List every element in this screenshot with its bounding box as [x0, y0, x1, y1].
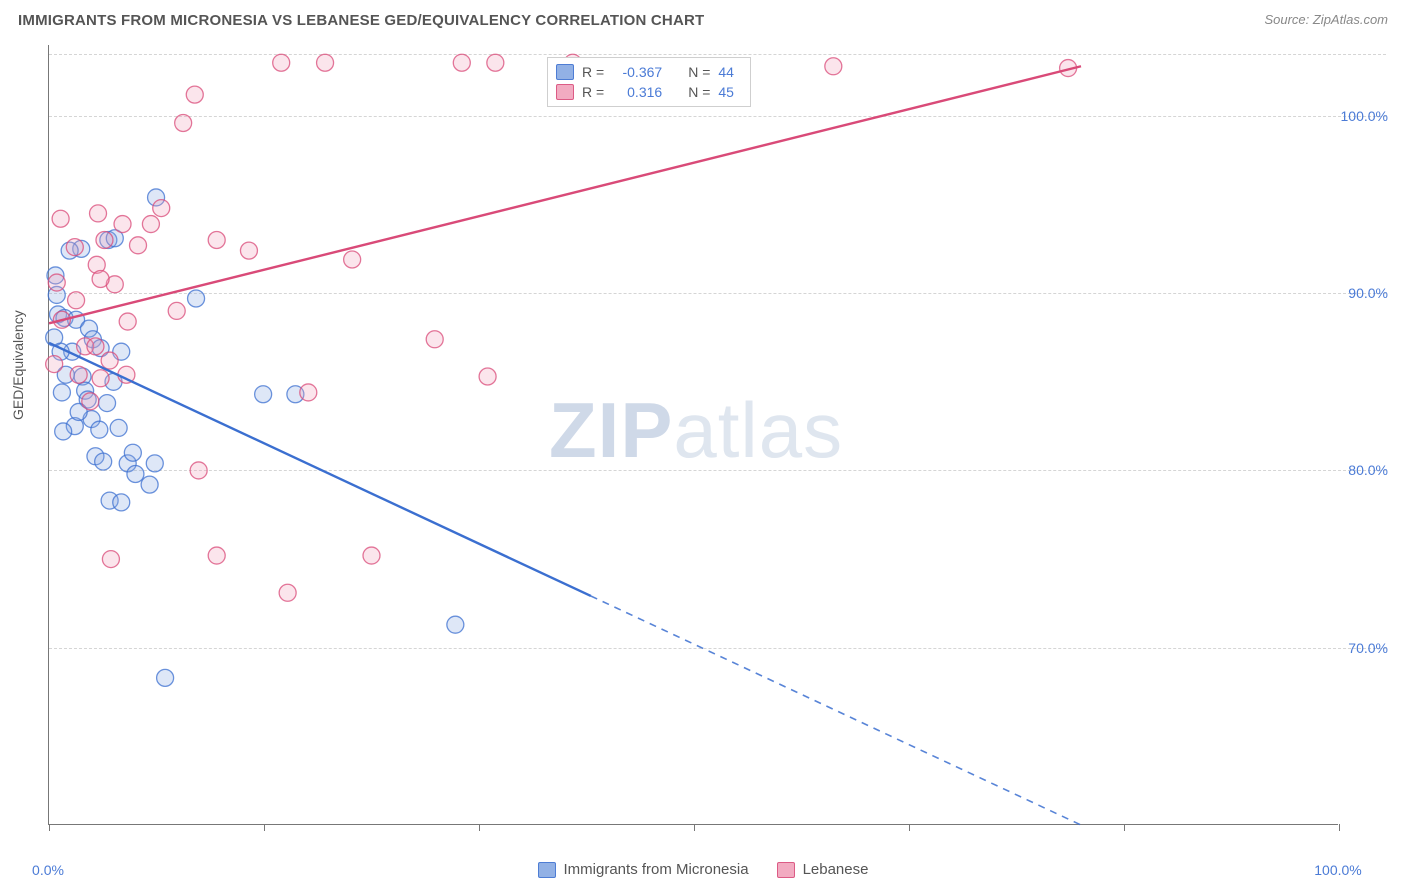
source-attribution: Source: ZipAtlas.com — [1264, 12, 1388, 27]
data-point — [825, 58, 842, 75]
data-point — [146, 455, 163, 472]
data-point — [208, 547, 225, 564]
r-value-lebanese: 0.316 — [612, 82, 662, 102]
data-point — [90, 205, 107, 222]
swatch-lebanese — [777, 862, 795, 878]
legend-row-micronesia: R = -0.367 N = 44 — [556, 62, 740, 82]
data-point — [119, 313, 136, 330]
n-value-lebanese: 45 — [718, 82, 740, 102]
n-value-micronesia: 44 — [718, 62, 740, 82]
data-point — [68, 292, 85, 309]
x-tick — [264, 824, 265, 831]
data-point — [168, 302, 185, 319]
data-point — [142, 216, 159, 233]
data-point — [48, 274, 65, 291]
data-point — [175, 115, 192, 132]
data-point — [186, 86, 203, 103]
data-point — [447, 616, 464, 633]
data-point — [273, 54, 290, 71]
data-point — [96, 232, 113, 249]
x-tick — [694, 824, 695, 831]
stats-legend: R = -0.367 N = 44 R = 0.316 N = 45 — [547, 57, 751, 107]
data-point — [99, 395, 116, 412]
data-point — [363, 547, 380, 564]
x-tick-label: 100.0% — [1314, 862, 1361, 878]
data-point — [114, 216, 131, 233]
data-point — [70, 366, 87, 383]
x-tick — [479, 824, 480, 831]
data-point — [92, 271, 109, 288]
data-point — [55, 423, 72, 440]
x-tick-label: 0.0% — [32, 862, 64, 878]
data-point — [190, 462, 207, 479]
data-point — [95, 453, 112, 470]
data-point — [127, 466, 144, 483]
legend-label-micronesia: Immigrants from Micronesia — [564, 861, 749, 878]
data-point — [255, 386, 272, 403]
data-point — [487, 54, 504, 71]
plot-area: ZIPatlas R = -0.367 N = 44 R = 0.316 N =… — [48, 45, 1338, 825]
data-point — [130, 237, 147, 254]
swatch-lebanese — [556, 84, 574, 100]
r-value-micronesia: -0.367 — [612, 62, 662, 82]
chart-title: IMMIGRANTS FROM MICRONESIA VS LEBANESE G… — [18, 12, 704, 29]
swatch-micronesia — [538, 862, 556, 878]
data-point — [141, 476, 158, 493]
legend-row-lebanese: R = 0.316 N = 45 — [556, 82, 740, 102]
bottom-legend: Immigrants from Micronesia Lebanese — [0, 861, 1406, 878]
data-point — [101, 352, 118, 369]
legend-item-micronesia: Immigrants from Micronesia — [538, 861, 749, 878]
x-tick — [1124, 824, 1125, 831]
y-tick-label: 70.0% — [1348, 640, 1388, 656]
title-bar: IMMIGRANTS FROM MICRONESIA VS LEBANESE G… — [18, 12, 1388, 36]
scatter-chart — [49, 45, 1338, 824]
data-point — [279, 584, 296, 601]
data-point — [453, 54, 470, 71]
data-point — [110, 419, 127, 436]
legend-item-lebanese: Lebanese — [777, 861, 869, 878]
data-point — [300, 384, 317, 401]
data-point — [344, 251, 361, 268]
data-point — [91, 421, 108, 438]
swatch-micronesia — [556, 64, 574, 80]
data-point — [317, 54, 334, 71]
data-point — [46, 356, 63, 373]
trend-line-extrapolated — [591, 596, 1081, 825]
data-point — [124, 444, 141, 461]
data-point — [188, 290, 205, 307]
y-tick-label: 90.0% — [1348, 285, 1388, 301]
data-point — [66, 239, 83, 256]
y-tick-label: 100.0% — [1341, 108, 1388, 124]
data-point — [157, 669, 174, 686]
data-point — [479, 368, 496, 385]
data-point — [153, 200, 170, 217]
data-point — [82, 393, 99, 410]
data-point — [52, 210, 69, 227]
data-point — [92, 370, 109, 387]
legend-label-lebanese: Lebanese — [803, 861, 869, 878]
data-point — [102, 551, 119, 568]
x-tick — [909, 824, 910, 831]
data-point — [208, 232, 225, 249]
y-axis-label: GED/Equivalency — [10, 310, 26, 420]
data-point — [53, 384, 70, 401]
data-point — [426, 331, 443, 348]
x-tick — [1339, 824, 1340, 831]
data-point — [240, 242, 257, 259]
x-tick — [49, 824, 50, 831]
data-point — [87, 338, 104, 355]
data-point — [113, 494, 130, 511]
y-tick-label: 80.0% — [1348, 462, 1388, 478]
